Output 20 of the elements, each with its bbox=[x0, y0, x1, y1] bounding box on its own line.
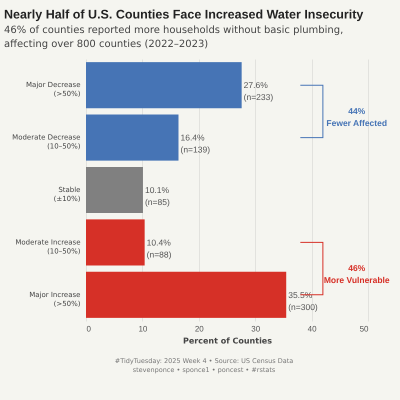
x-tick-label: 0 bbox=[86, 324, 92, 334]
bar bbox=[86, 114, 178, 161]
chart-subtitle: 46% of counties reported more households without basic plumbing, affecting over 800 counties (2022–2023) bbox=[4, 25, 344, 50]
data-label: 27.6% (n=233) bbox=[244, 80, 274, 102]
bar bbox=[86, 219, 145, 266]
annotation: 44% Fewer Affected bbox=[326, 106, 388, 128]
x-tick-label: 50 bbox=[360, 324, 370, 334]
bar bbox=[86, 62, 242, 108]
x-tick-label: 30 bbox=[251, 324, 261, 334]
bar bbox=[86, 272, 286, 318]
x-tick-label: 40 bbox=[308, 324, 318, 334]
x-axis-title: Percent of Counties bbox=[183, 336, 272, 346]
data-label: 16.4% (n=139) bbox=[180, 132, 210, 155]
x-tick-label: 10 bbox=[138, 324, 148, 334]
data-label: 10.4% (n=88) bbox=[146, 237, 172, 260]
data-label: 10.1% (n=85) bbox=[144, 185, 170, 207]
x-tick-label: 20 bbox=[194, 324, 204, 334]
annotation: 46% More Vulnerable bbox=[324, 262, 390, 285]
bar bbox=[86, 166, 143, 214]
chart-title: Nearly Half of U.S. Counties Face Increased Water Insecurity bbox=[4, 8, 364, 22]
